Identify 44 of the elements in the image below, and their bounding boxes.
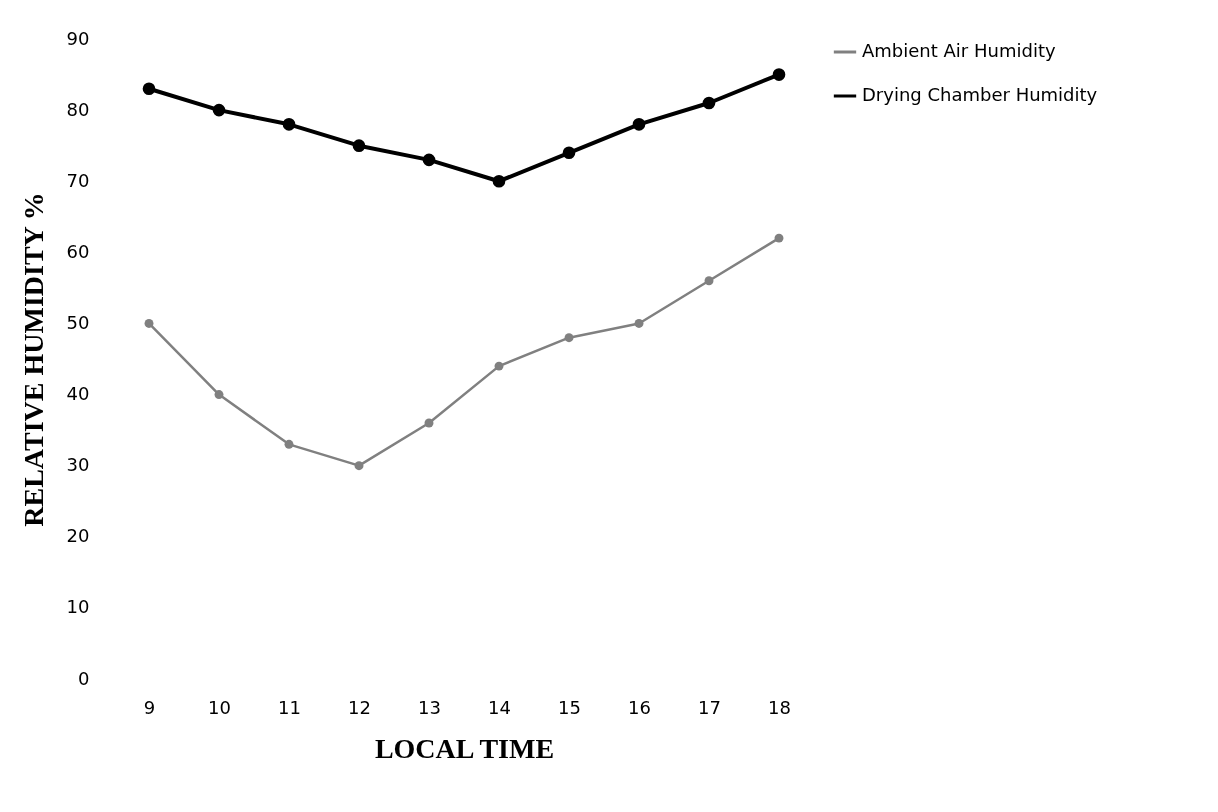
point (352, 139, 366, 152)
y-tick-label: 50 (66, 311, 90, 333)
y-tick-label: 20 (66, 525, 90, 547)
x-tick-label: 15 (558, 696, 581, 718)
y-tick-label: 90 (66, 27, 90, 49)
x-tick-label: 17 (698, 696, 721, 718)
legend-label: Ambient Air Humidity (862, 40, 1056, 61)
y-tick-label: 70 (66, 169, 90, 191)
y-tick-label: 80 (66, 98, 90, 120)
y-tick-label: 30 (66, 454, 90, 476)
point (212, 103, 226, 117)
point (284, 439, 294, 449)
point (354, 461, 364, 471)
point (144, 318, 154, 328)
point (772, 68, 786, 81)
point (494, 361, 504, 371)
point (562, 146, 576, 160)
point (282, 118, 296, 131)
y-tick-label: 40 (66, 383, 90, 405)
point (424, 418, 434, 428)
legend-label: Drying Chamber Humidity (862, 84, 1098, 105)
x-tick-label: 18 (768, 696, 791, 718)
y-tick-label: 0 (78, 667, 90, 689)
point (774, 233, 784, 243)
y-tick-label: 10 (66, 596, 90, 618)
x-tick-label: 11 (278, 696, 301, 718)
point (704, 276, 714, 286)
point (422, 153, 436, 167)
point (142, 82, 156, 96)
x-tick-label: 10 (208, 696, 231, 718)
point (634, 318, 644, 328)
point (632, 118, 646, 131)
x-tick-label: 12 (348, 696, 371, 718)
point (492, 174, 506, 188)
point (564, 333, 574, 343)
x-tick-label: 9 (143, 696, 156, 718)
point (702, 96, 716, 110)
point (214, 390, 224, 400)
y-axis-title: RELATIVE HUMIDITY % (17, 192, 49, 527)
x-tick-label: 13 (418, 696, 441, 718)
x-tick-label: 16 (628, 696, 651, 718)
y-tick-label: 60 (66, 240, 90, 262)
x-tick-label: 14 (488, 696, 511, 718)
x-axis-title: LOCAL TIME (374, 732, 555, 764)
